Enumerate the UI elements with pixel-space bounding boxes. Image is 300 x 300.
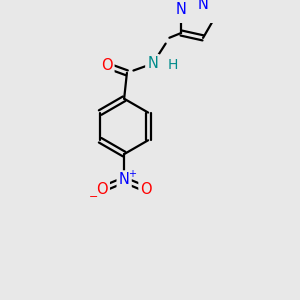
Text: N: N xyxy=(147,56,158,71)
Text: −: − xyxy=(89,192,98,202)
Text: N: N xyxy=(119,172,130,188)
Text: O: O xyxy=(140,182,152,197)
Text: N: N xyxy=(198,0,208,12)
Text: +: + xyxy=(128,169,136,178)
Text: H: H xyxy=(167,58,178,71)
Text: O: O xyxy=(96,182,108,197)
Text: N: N xyxy=(176,2,187,17)
Text: O: O xyxy=(101,58,112,73)
